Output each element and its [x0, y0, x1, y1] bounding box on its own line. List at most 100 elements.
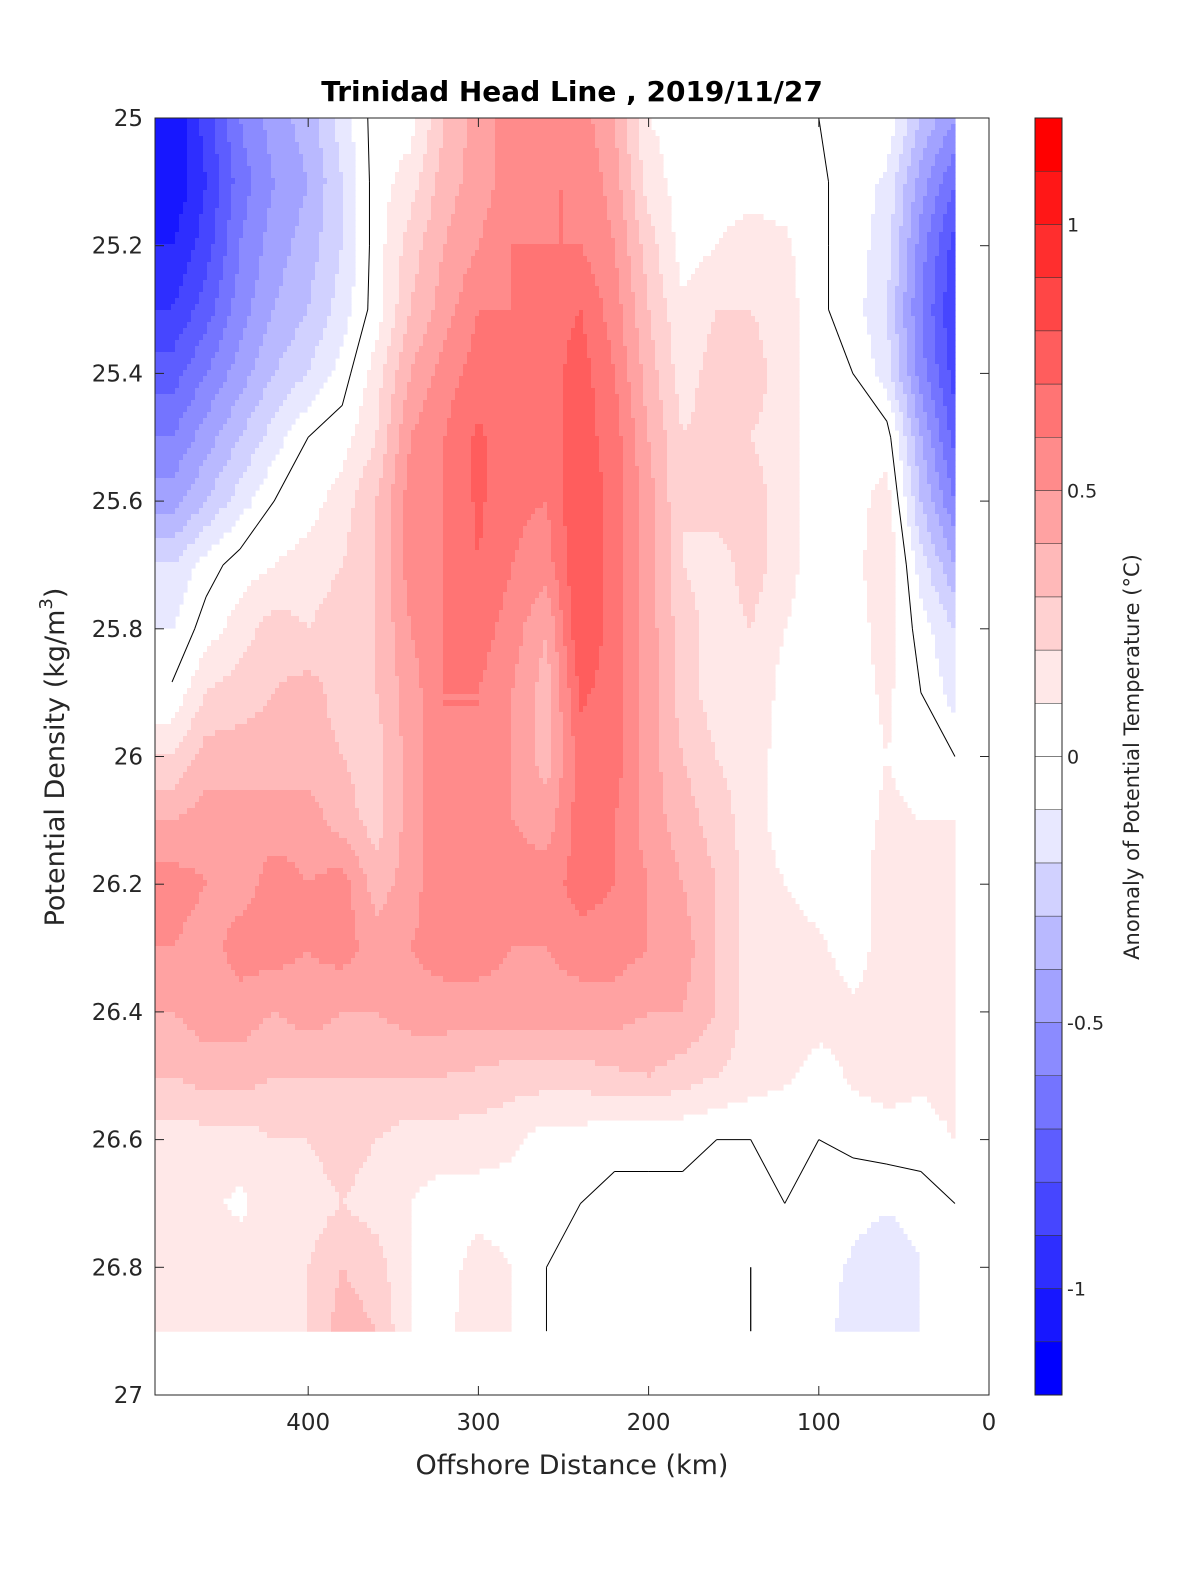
contour-cell: [155, 1024, 188, 1031]
contour-cell: [943, 298, 956, 305]
contour-cell: [311, 364, 336, 371]
contour-cell: [935, 286, 948, 293]
contour-cell: [935, 502, 944, 509]
contour-cell: [903, 466, 912, 473]
zero-contour-segment: [920, 692, 956, 757]
contour-cell: [391, 502, 404, 509]
contour-cell: [699, 670, 776, 677]
contour-cell: [587, 700, 624, 707]
contour-cell: [187, 160, 204, 167]
contour-cell: [415, 286, 436, 293]
contour-cell: [731, 796, 768, 803]
contour-cell: [475, 322, 576, 329]
contour-cell: [639, 784, 664, 791]
contour-cell: [903, 424, 912, 431]
contour-cell: [639, 682, 660, 689]
contour-cell: [947, 544, 956, 551]
contour-cell: [367, 370, 384, 377]
contour-cell: [411, 376, 432, 383]
contour-cell: [375, 496, 392, 503]
contour-cell: [355, 424, 380, 431]
contour-cell: [231, 148, 248, 155]
contour-cell: [875, 838, 956, 845]
contour-cell: [567, 664, 576, 671]
contour-cell: [179, 382, 200, 389]
contour-cell: [299, 214, 324, 221]
contour-cell: [623, 340, 640, 347]
contour-cell: [615, 850, 644, 857]
contour-cell: [427, 226, 448, 233]
contour-cell: [471, 496, 488, 503]
contour-cell: [403, 538, 444, 545]
contour-cell: [655, 544, 672, 551]
contour-cell: [235, 724, 332, 731]
contour-cell: [907, 412, 916, 419]
contour-cell: [615, 838, 640, 845]
contour-cell: [907, 268, 916, 275]
contour-cell: [155, 364, 188, 371]
contour-cell: [915, 358, 928, 365]
contour-cell: [611, 226, 628, 233]
contour-cell: [495, 136, 596, 143]
contour-cell: [155, 736, 184, 743]
contour-cell: [239, 256, 260, 263]
contour-cell: [947, 358, 956, 365]
contour-cell: [395, 322, 408, 329]
contour-cell: [331, 1180, 356, 1187]
contour-cell: [867, 316, 888, 323]
contour-cell: [511, 568, 556, 575]
contour-cell: [187, 184, 208, 191]
contour-cell: [559, 682, 568, 689]
contour-cell: [655, 526, 672, 533]
contour-cell: [323, 688, 376, 695]
contour-cell: [383, 280, 400, 287]
contour-cell: [455, 304, 512, 311]
contour-cell: [251, 1030, 412, 1037]
contour-cell: [699, 652, 780, 659]
contour-cell: [595, 124, 616, 131]
contour-cell: [419, 910, 580, 917]
contour-cell: [947, 256, 956, 263]
contour-cell: [871, 334, 888, 341]
contour-cell: [355, 952, 416, 959]
contour-cell: [203, 136, 216, 143]
contour-cell: [659, 694, 676, 701]
contour-cell: [943, 448, 956, 455]
contour-cell: [459, 1270, 512, 1277]
contour-cell: [767, 364, 800, 371]
contour-cell: [511, 562, 556, 569]
contour-cell: [875, 202, 896, 209]
contour-cell: [615, 376, 628, 383]
contour-cell: [419, 268, 440, 275]
contour-cell: [439, 262, 472, 269]
contour-cell: [935, 1108, 956, 1115]
contour-cell: [735, 1042, 820, 1049]
contour-cell: [563, 202, 608, 209]
contour-cell: [871, 238, 892, 245]
contour-cell: [655, 556, 672, 563]
contour-cell: [603, 640, 624, 647]
contour-cell: [483, 676, 516, 683]
contour-cell: [655, 598, 672, 605]
contour-cell: [755, 442, 800, 449]
contour-cell: [635, 298, 648, 305]
contour-cell: [315, 1246, 384, 1253]
contour-cell: [703, 256, 796, 263]
contour-cell: [235, 280, 256, 287]
contour-cell: [559, 196, 564, 203]
contour-cell: [639, 346, 656, 353]
contour-cell: [155, 262, 188, 269]
contour-cell: [351, 520, 376, 527]
contour-cell: [923, 604, 944, 611]
contour-cell: [891, 220, 904, 227]
contour-cell: [511, 742, 536, 749]
contour-cell: [923, 322, 936, 329]
contour-cell: [871, 880, 956, 887]
zero-contour-segment: [852, 373, 888, 422]
contour-cell: [383, 754, 404, 761]
contour-cell: [263, 436, 284, 443]
contour-cell: [567, 862, 616, 869]
contour-cell: [351, 778, 384, 785]
contour-cell: [843, 1264, 920, 1271]
contour-cell: [155, 502, 180, 509]
